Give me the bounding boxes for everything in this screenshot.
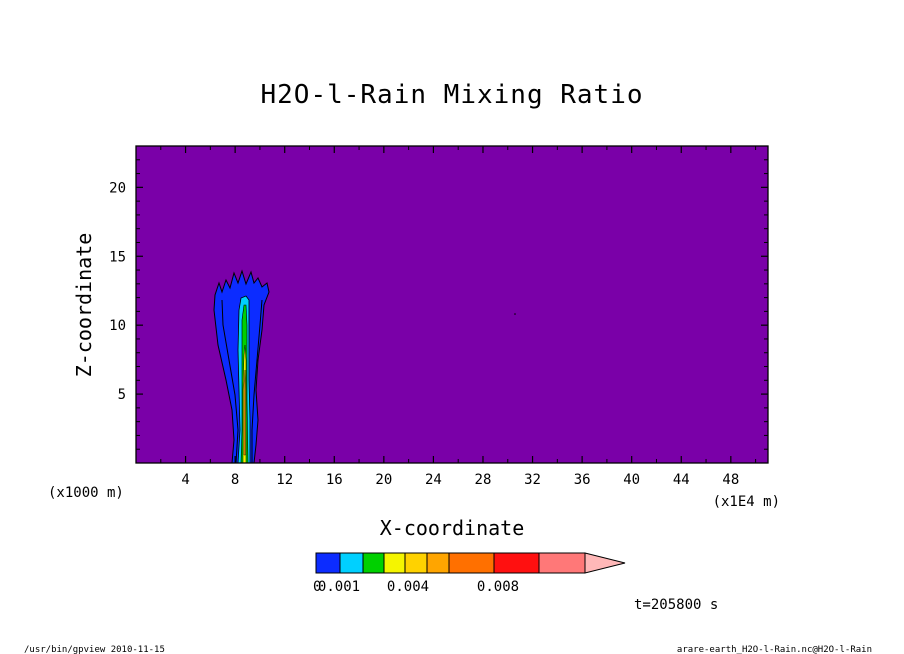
footer-right: arare-earth_H2O-l-Rain.nc@H2O-l-Rain — [677, 645, 872, 654]
x-unit-left: (x1000 m) — [48, 485, 124, 501]
plume-spot — [514, 313, 516, 315]
colorbar-swatch — [426, 552, 450, 574]
colorbar-label-prefix: 0 — [313, 579, 321, 595]
y-tick-label: 5 — [118, 387, 126, 403]
x-tick: 12 — [276, 146, 293, 488]
y-tick: 15 — [109, 249, 768, 265]
x-tick-label: 36 — [574, 472, 591, 488]
plot-frame — [135, 145, 769, 464]
x-unit-right: (x1E4 m) — [713, 494, 780, 510]
colorbar-swatch — [362, 552, 385, 574]
x-tick-label: 48 — [722, 472, 739, 488]
colorbar-swatch — [404, 552, 428, 574]
chart-title: H2O-l-Rain Mixing Ratio — [260, 80, 643, 110]
colorbar-labels: 0.001 0.004 0.008 — [318, 579, 519, 595]
colorbar-swatch — [448, 552, 495, 574]
x-axis-ticks: 4 8 12 16 20 24 28 32 36 40 44 48 — [160, 146, 757, 488]
x-tick: 36 — [574, 146, 591, 488]
y-tick-label: 10 — [109, 318, 126, 334]
x-tick: 28 — [475, 146, 492, 488]
x-tick-label: 28 — [475, 472, 492, 488]
x-tick: 20 — [375, 146, 392, 488]
x-tick-label: 44 — [673, 472, 690, 488]
plume-level-orange — [243, 369, 246, 456]
x-tick: 44 — [673, 146, 690, 488]
y-tick-label: 20 — [109, 180, 126, 196]
colorbar-swatch — [383, 552, 406, 574]
colorbar-tick-label: 0.008 — [477, 579, 519, 595]
colorbar-swatch — [493, 552, 540, 574]
colorbar-swatch — [339, 552, 364, 574]
x-tick: 4 — [181, 146, 190, 488]
colorbar-swatch — [315, 552, 341, 574]
x-tick: 32 — [524, 146, 541, 488]
y-tick: 20 — [109, 180, 768, 196]
footer-left: /usr/bin/gpview 2010-11-15 — [24, 645, 165, 654]
plume-contour-inner — [221, 299, 263, 464]
rain-plume — [213, 269, 516, 464]
y-axis-ticks: 5 10 15 20 — [109, 159, 768, 450]
x-tick-label: 40 — [623, 472, 640, 488]
x-tick-label: 20 — [375, 472, 392, 488]
x-tick: 24 — [425, 146, 442, 488]
y-axis-label: Z-coordinate — [72, 233, 96, 378]
colorbar-tick-label: 0.001 — [318, 579, 360, 595]
x-tick-label: 12 — [276, 472, 293, 488]
x-tick-label: 4 — [181, 472, 189, 488]
x-tick-label: 16 — [326, 472, 343, 488]
x-tick-label: 32 — [524, 472, 541, 488]
x-tick: 40 — [623, 146, 640, 488]
colorbar — [315, 552, 626, 574]
x-tick: 48 — [722, 146, 739, 488]
x-tick-label: 8 — [231, 472, 239, 488]
x-tick-label: 24 — [425, 472, 442, 488]
y-tick: 5 — [118, 387, 768, 403]
colorbar-tick-label: 0.004 — [387, 579, 429, 595]
y-tick: 10 — [109, 318, 768, 334]
x-tick: 8 — [231, 146, 239, 488]
time-label: t=205800 s — [634, 597, 718, 613]
x-tick: 16 — [326, 146, 343, 488]
colorbar-swatch — [538, 552, 586, 574]
x-axis-label: X-coordinate — [380, 516, 525, 540]
colorbar-arrow — [584, 552, 626, 574]
y-tick-label: 15 — [109, 249, 126, 265]
